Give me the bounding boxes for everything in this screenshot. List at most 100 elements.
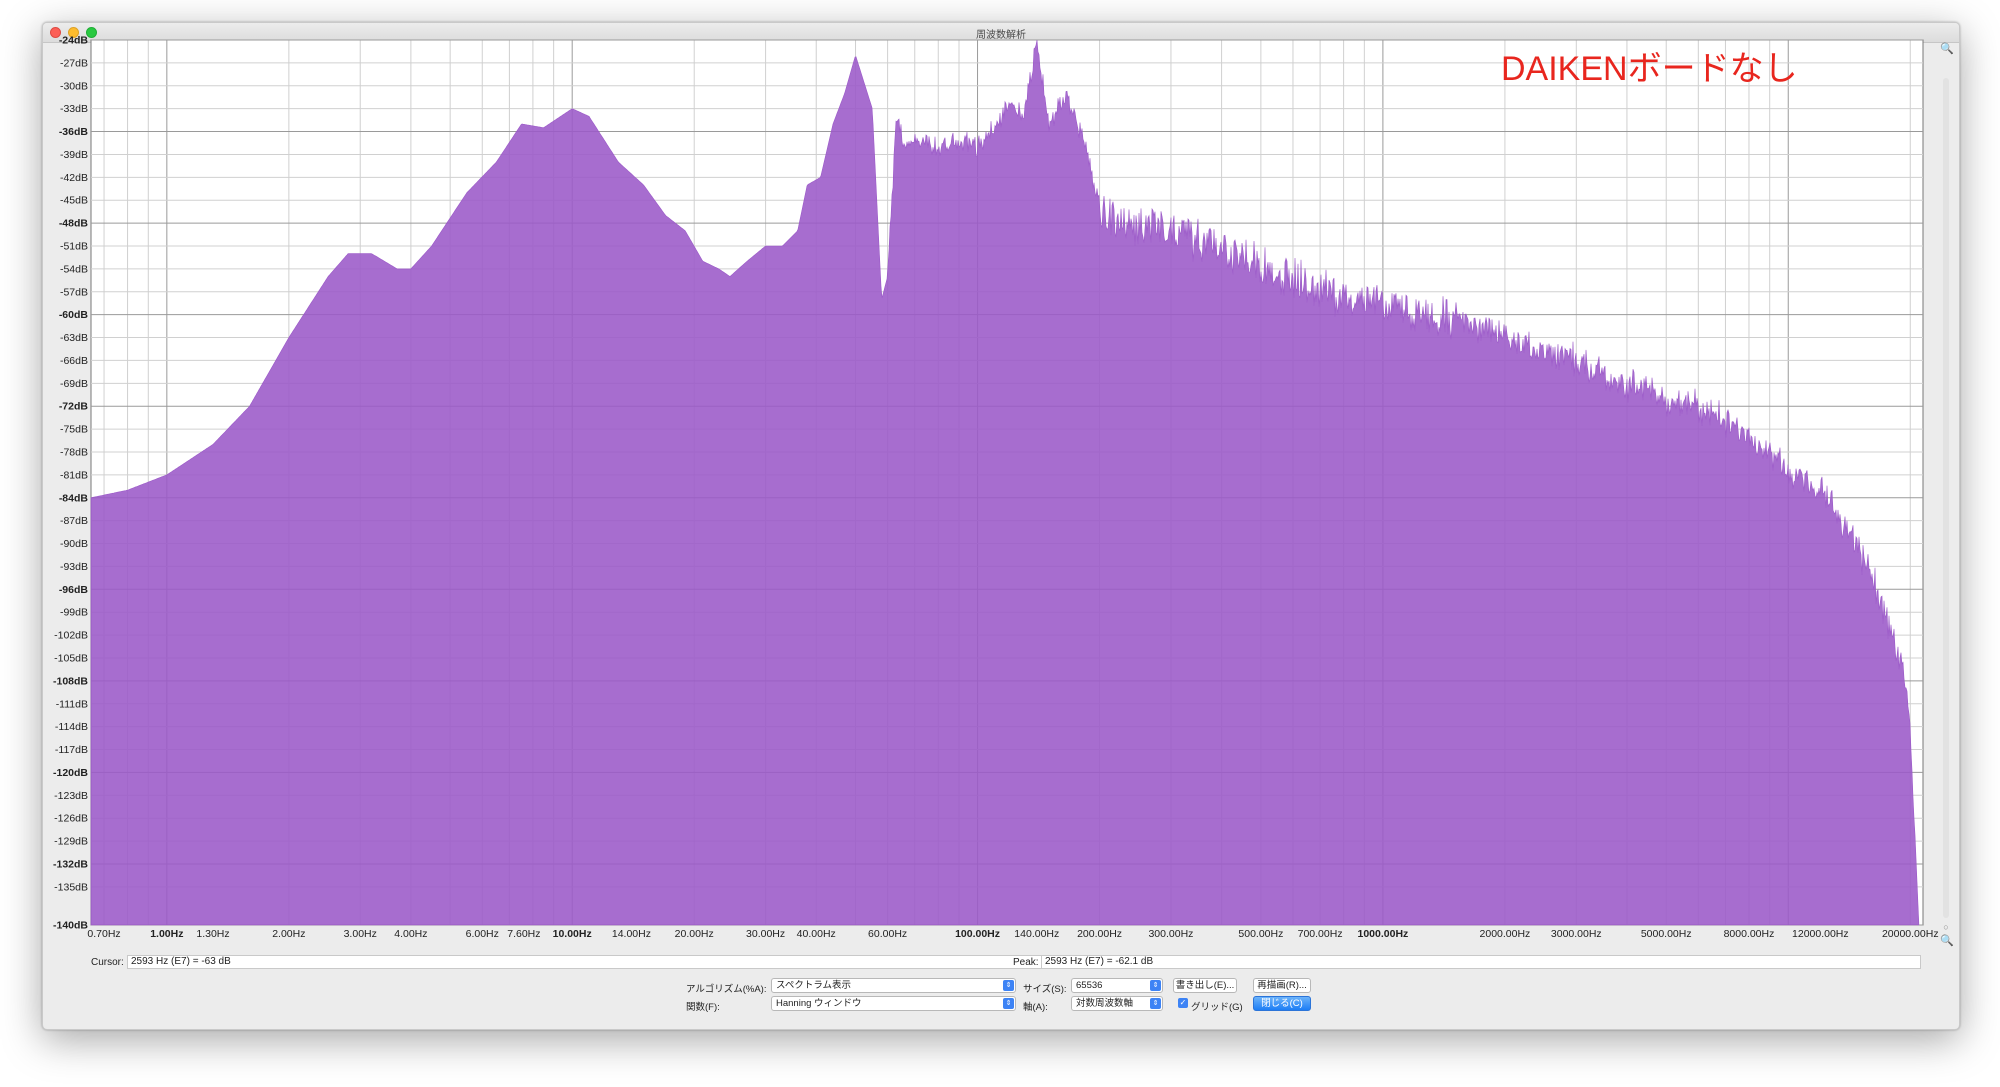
y-tick-label: -75dB xyxy=(60,424,88,436)
zoom-out-icon[interactable]: 🔍 xyxy=(1940,935,1954,947)
close-button[interactable]: 閉じる(C) xyxy=(1253,996,1311,1011)
y-tick-label: -102dB xyxy=(54,630,88,642)
x-tick-label: 500.00Hz xyxy=(1238,928,1283,940)
export-button[interactable]: 書き出し(E)... xyxy=(1173,978,1237,993)
y-tick-label: -99dB xyxy=(60,607,88,619)
close-window-button[interactable] xyxy=(50,27,61,38)
y-tick-label: -129dB xyxy=(54,836,88,848)
axis-select[interactable]: 対数周波数軸 ⇕ xyxy=(1071,996,1163,1011)
x-tick-label: 0.70Hz xyxy=(87,928,120,940)
y-tick-label: -96dB xyxy=(59,584,89,596)
y-tick-label: -24dB xyxy=(59,35,89,47)
axis-value: 対数周波数軸 xyxy=(1076,998,1134,1009)
size-select[interactable]: 65536 ⇕ xyxy=(1071,978,1163,993)
x-tick-label: 140.00Hz xyxy=(1014,928,1059,940)
y-tick-label: -93dB xyxy=(60,561,88,573)
y-tick-label: -30dB xyxy=(60,80,88,92)
y-tick-label: -36dB xyxy=(59,126,89,138)
x-tick-label: 14.00Hz xyxy=(612,928,651,940)
x-tick-label: 8000.00Hz xyxy=(1724,928,1775,940)
grid-checkbox[interactable]: ✓ xyxy=(1178,998,1188,1008)
y-tick-label: -48dB xyxy=(59,218,89,230)
y-tick-label: -135dB xyxy=(54,881,88,893)
y-tick-label: -45dB xyxy=(60,195,88,207)
zoom-in-icon[interactable]: 🔍 xyxy=(1940,43,1954,55)
annotation-text: DAIKENボードなし xyxy=(1501,50,1798,88)
y-tick-label: -87dB xyxy=(60,515,88,527)
x-tick-label: 20000.00Hz xyxy=(1882,928,1939,940)
select-arrows-icon: ⇕ xyxy=(1150,980,1161,991)
x-tick-label: 12000.00Hz xyxy=(1792,928,1849,940)
grid-label: グリッド(G) xyxy=(1191,1002,1243,1013)
x-tick-label: 30.00Hz xyxy=(746,928,785,940)
select-arrows-icon: ⇕ xyxy=(1003,998,1014,1009)
replot-button[interactable]: 再描画(R)... xyxy=(1253,978,1311,993)
y-tick-label: -54dB xyxy=(60,263,88,275)
y-tick-label: -114dB xyxy=(55,721,88,733)
y-tick-label: -108dB xyxy=(53,675,88,687)
y-tick-label: -69dB xyxy=(60,378,88,390)
peak-label: Peak: xyxy=(1013,957,1039,968)
x-tick-label: 60.00Hz xyxy=(868,928,907,940)
y-tick-label: -81dB xyxy=(60,469,88,481)
x-tick-label: 20.00Hz xyxy=(675,928,714,940)
y-tick-label: -39dB xyxy=(60,149,88,161)
spectrum-area xyxy=(90,39,1920,926)
y-tick-label: -117dB xyxy=(55,744,88,756)
y-tick-label: -33dB xyxy=(60,103,88,115)
y-tick-label: -60dB xyxy=(59,309,89,321)
algorithm-value: スペクトラム表示 xyxy=(776,980,852,991)
y-tick-label: -123dB xyxy=(54,790,88,802)
y-tick-label: -57dB xyxy=(60,286,88,298)
x-tick-label: 3000.00Hz xyxy=(1551,928,1602,940)
axis-label: 軸(A): xyxy=(1023,1002,1048,1013)
x-tick-label: 3.00Hz xyxy=(344,928,377,940)
select-arrows-icon: ⇕ xyxy=(1003,980,1014,991)
minimize-window-button[interactable] xyxy=(68,27,79,38)
x-tick-label: 1.30Hz xyxy=(196,928,229,940)
y-tick-label: -84dB xyxy=(59,492,89,504)
cursor-label: Cursor: xyxy=(91,957,124,968)
window-title: 周波数解析 xyxy=(976,30,1026,41)
y-tick-label: -132dB xyxy=(53,858,88,870)
function-label: 関数(F): xyxy=(686,1002,720,1013)
algorithm-label: アルゴリズム(%A): xyxy=(686,984,767,995)
x-tick-label: 300.00Hz xyxy=(1148,928,1193,940)
y-tick-label: -66dB xyxy=(60,355,88,367)
y-tick-label: -51dB xyxy=(60,240,88,252)
vertical-scrollbar[interactable] xyxy=(1943,78,1949,918)
spectrum-plot[interactable]: -24dB -27dB -30dB -33dB -36dB -39dB -42dB -45dB… xyxy=(43,23,1959,963)
y-tick-label: -105dB xyxy=(54,652,88,664)
size-value: 65536 xyxy=(1076,980,1103,991)
y-tick-label: -111dB xyxy=(56,698,88,710)
function-select[interactable]: Hanning ウィンドウ ⇕ xyxy=(771,996,1016,1011)
function-value: Hanning ウィンドウ xyxy=(776,998,862,1009)
frequency-analysis-window: 周波数解析 -24dB -27dB -30dB -33dB -36dB -39dB -42d… xyxy=(42,22,1960,1030)
x-tick-label: 200.00Hz xyxy=(1077,928,1122,940)
x-tick-label: 100.00Hz xyxy=(955,928,1000,940)
x-tick-label: 4.00Hz xyxy=(394,928,427,940)
y-tick-label: -120dB xyxy=(53,767,88,779)
scroll-thumb-icon[interactable]: ○ xyxy=(1943,922,1949,932)
select-arrows-icon: ⇕ xyxy=(1150,998,1161,1009)
x-tick-label: 40.00Hz xyxy=(797,928,836,940)
y-tick-label: -140dB xyxy=(53,920,88,932)
x-tick-label: 6.00Hz xyxy=(466,928,499,940)
x-tick-label: 700.00Hz xyxy=(1298,928,1343,940)
algorithm-select[interactable]: スペクトラム表示 ⇕ xyxy=(771,978,1016,993)
x-tick-label: 2000.00Hz xyxy=(1480,928,1531,940)
peak-readout: 2593 Hz (E7) = -62.1 dB xyxy=(1041,955,1921,969)
y-tick-label: -90dB xyxy=(60,538,88,550)
x-tick-label: 5000.00Hz xyxy=(1641,928,1692,940)
y-tick-label: -72dB xyxy=(59,401,89,413)
x-tick-label: 1.00Hz xyxy=(150,928,183,940)
y-tick-label: -27dB xyxy=(60,57,88,69)
y-tick-label: -78dB xyxy=(60,446,88,458)
x-tick-label: 1000.00Hz xyxy=(1357,928,1408,940)
zoom-window-button[interactable] xyxy=(86,27,97,38)
y-tick-label: -126dB xyxy=(54,813,88,825)
x-tick-label: 10.00Hz xyxy=(553,928,592,940)
y-tick-label: -63dB xyxy=(60,332,88,344)
size-label: サイズ(S): xyxy=(1023,984,1067,995)
y-tick-label: -42dB xyxy=(60,172,88,184)
